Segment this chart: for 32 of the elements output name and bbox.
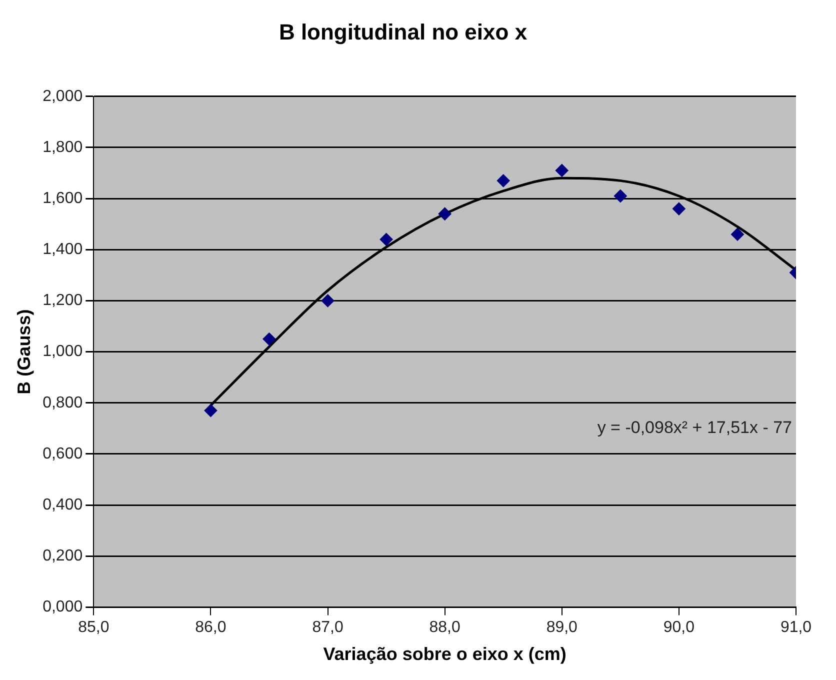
y-tick-label: 1,000 <box>42 343 83 360</box>
x-tick-label: 91,0 <box>780 619 812 636</box>
y-axis-title: B (Gauss) <box>14 309 34 394</box>
y-tick-label: 0,200 <box>42 548 83 565</box>
x-tick-label: 88,0 <box>429 619 460 636</box>
y-tick-label: 0,600 <box>42 445 83 462</box>
y-tick-label: 0,800 <box>42 394 83 412</box>
chart-title: B longitudinal no eixo x <box>278 19 528 44</box>
y-tick-label: 1,200 <box>42 292 83 310</box>
point <box>555 164 568 177</box>
y-tick-label: 1,400 <box>42 241 83 258</box>
x-tick-label: 85,0 <box>78 619 110 636</box>
point <box>204 404 218 418</box>
point <box>496 174 510 188</box>
x-tick-label: 86,0 <box>195 619 226 636</box>
point <box>438 207 452 220</box>
y-tick-label: 1,800 <box>42 138 83 156</box>
point <box>672 202 686 216</box>
point <box>262 332 276 346</box>
y-tick-label: 0,400 <box>42 496 83 514</box>
y-tick-label: 1,600 <box>42 190 83 207</box>
x-tick-label: 90,0 <box>663 619 695 636</box>
point <box>380 232 393 246</box>
point <box>321 294 334 308</box>
x-tick-label: 89,0 <box>546 619 578 636</box>
y-tick-label: 0,000 <box>42 598 83 616</box>
point <box>730 228 744 241</box>
x-axis-title: Variação sobre o eixo x (cm) <box>323 644 566 664</box>
annotation: y = -0,098x² + 17,51x - 77 <box>597 418 792 438</box>
point <box>614 190 627 203</box>
y-tick-label: 2,000 <box>42 88 83 105</box>
x-tick-label: 87,0 <box>312 619 344 636</box>
